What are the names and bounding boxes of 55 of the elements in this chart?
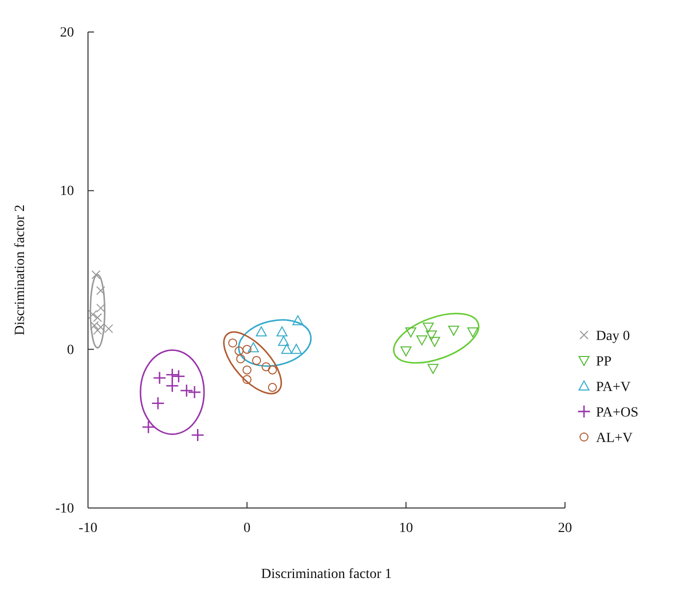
point bbox=[88, 310, 98, 319]
point bbox=[416, 335, 428, 346]
point bbox=[426, 330, 437, 341]
point bbox=[268, 365, 277, 374]
point bbox=[429, 336, 440, 347]
point bbox=[428, 364, 439, 374]
legend-label: PA+V bbox=[596, 380, 631, 395]
point bbox=[400, 346, 412, 356]
point bbox=[242, 374, 252, 384]
point bbox=[234, 346, 244, 356]
x-axis-title: Discrimination factor 1 bbox=[261, 567, 392, 582]
point bbox=[422, 322, 434, 333]
point bbox=[242, 344, 252, 354]
point bbox=[467, 327, 478, 338]
x-tick-label: 0 bbox=[244, 520, 250, 536]
point bbox=[142, 420, 156, 434]
y-tick-label: 0 bbox=[67, 342, 74, 358]
y-axis-title: Discrimination factor 2 bbox=[13, 204, 28, 336]
point bbox=[166, 368, 179, 382]
point bbox=[248, 342, 259, 352]
legend-label: PP bbox=[596, 354, 612, 370]
point bbox=[96, 286, 106, 296]
point bbox=[242, 365, 252, 374]
point bbox=[252, 356, 262, 365]
point bbox=[262, 362, 271, 372]
point bbox=[180, 384, 194, 398]
point bbox=[166, 379, 179, 393]
point bbox=[91, 270, 100, 280]
point bbox=[191, 428, 204, 442]
point bbox=[278, 336, 290, 346]
point bbox=[228, 338, 238, 348]
point bbox=[268, 382, 277, 392]
legend-label: Day 0 bbox=[596, 329, 630, 344]
y-tick-label: -10 bbox=[55, 501, 74, 516]
legend-label: AL+V bbox=[596, 431, 633, 446]
point bbox=[93, 313, 102, 322]
point bbox=[172, 370, 186, 384]
x-tick-label: 10 bbox=[399, 520, 413, 536]
y-tick-label: 10 bbox=[60, 184, 74, 200]
point bbox=[256, 326, 267, 336]
point bbox=[281, 344, 292, 354]
point bbox=[188, 385, 202, 399]
y-tick-label: 20 bbox=[60, 25, 74, 40]
point bbox=[405, 327, 416, 338]
legend-label: PA+OS bbox=[596, 406, 638, 420]
point bbox=[93, 326, 102, 335]
point bbox=[152, 371, 166, 385]
x-tick-label: -10 bbox=[78, 520, 98, 536]
point bbox=[151, 396, 165, 410]
point bbox=[448, 326, 460, 336]
point bbox=[236, 354, 246, 364]
point bbox=[290, 344, 302, 354]
point bbox=[292, 315, 304, 326]
x-tick-label: 20 bbox=[558, 520, 572, 536]
point bbox=[276, 326, 288, 336]
